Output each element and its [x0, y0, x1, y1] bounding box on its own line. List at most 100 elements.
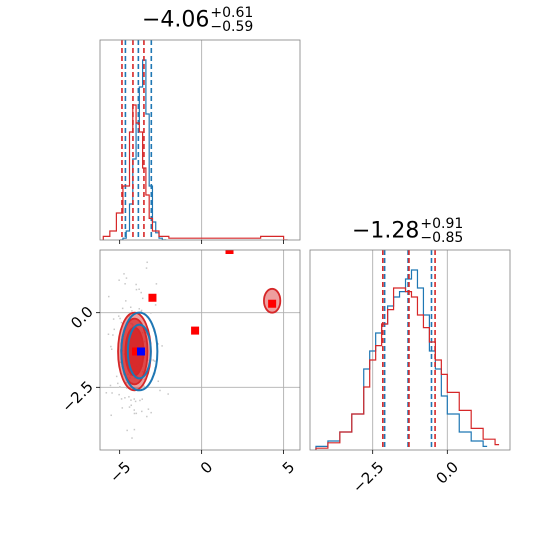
sample-point: [105, 392, 108, 394]
sample-point: [141, 410, 143, 413]
sample-point: [136, 388, 138, 390]
sample-point: [140, 309, 143, 312]
histogram-step: [119, 59, 167, 240]
title-upper-error: +0.61: [210, 5, 254, 21]
sample-point: [147, 408, 150, 410]
truth-marker: [132, 347, 141, 356]
sample-point: [107, 333, 110, 336]
sample-point: [118, 279, 120, 281]
marginal-histogram-param-2: [309, 249, 511, 451]
sample-point: [150, 411, 152, 414]
sample-point: [138, 308, 141, 310]
panel-title-param-1: −4.06 +0.61 −0.59: [142, 6, 253, 34]
sample-point: [118, 393, 120, 396]
sample-point: [134, 400, 137, 403]
sample-point: [117, 315, 120, 317]
sample-point: [133, 409, 136, 411]
plot-area: [102, 40, 288, 240]
truth-marker: [191, 326, 200, 335]
sample-point: [119, 361, 122, 363]
histogram-step: [102, 104, 288, 240]
sample-point: [124, 283, 126, 285]
sample-point: [109, 384, 112, 387]
sample-point: [133, 398, 136, 400]
sample-point: [146, 261, 148, 264]
sample-point: [143, 378, 146, 380]
sample-point: [154, 304, 157, 306]
sample-point: [135, 288, 138, 291]
x-tick-label: 0: [197, 458, 216, 477]
x-tick-label: 0.0: [432, 458, 462, 488]
sample-point: [112, 318, 115, 320]
marginal-histogram-param-1: [99, 39, 301, 241]
sample-point: [139, 399, 141, 402]
panel-background: [310, 250, 510, 450]
title-upper-error: +0.91: [420, 216, 464, 232]
truth-marker: [225, 250, 234, 254]
sample-point: [140, 388, 143, 390]
sample-point: [133, 428, 136, 431]
sample-point: [138, 288, 140, 291]
panel-frame: [309, 249, 511, 451]
sample-point: [157, 343, 159, 345]
panel-frame: [99, 249, 301, 451]
sample-point: [121, 307, 124, 310]
sample-point: [141, 297, 144, 300]
sample-point: [120, 398, 123, 400]
sample-point: [159, 389, 161, 392]
y-tick-label: 0.0: [67, 303, 97, 333]
sample-point: [152, 359, 155, 362]
sample-point: [153, 360, 156, 362]
sample-point: [110, 348, 113, 350]
sample-point: [135, 412, 138, 415]
title-lower-error: −0.59: [210, 19, 254, 35]
sample-point: [145, 332, 148, 334]
sample-point: [117, 382, 119, 385]
sample-point: [110, 414, 112, 417]
sample-point: [141, 398, 143, 400]
sample-point: [125, 387, 128, 389]
sample-point: [142, 384, 145, 387]
truth-marker: [268, 299, 277, 308]
sample-point: [125, 277, 128, 279]
contour-level: [126, 323, 152, 380]
sample-point: [112, 334, 114, 336]
sample-point: [128, 315, 131, 317]
plot-area: [100, 250, 300, 450]
truth-marker: [148, 293, 157, 302]
sample-point: [120, 321, 123, 324]
sample-point: [110, 345, 112, 348]
sample-point: [128, 396, 130, 398]
sample-point: [130, 404, 133, 407]
sample-point: [121, 407, 124, 409]
sample-point: [113, 328, 116, 331]
title-value: −4.06: [142, 7, 210, 33]
sample-point: [124, 397, 126, 399]
sample-point: [155, 283, 158, 285]
joint-contour-panel: [99, 249, 301, 451]
panel-frame: [99, 39, 301, 241]
sample-point: [131, 437, 133, 439]
sample-point: [125, 382, 128, 384]
sample-point: [119, 385, 121, 388]
sample-point: [143, 386, 145, 388]
sample-point: [128, 406, 131, 408]
x-tick-label: 5: [279, 458, 298, 477]
sample-point: [125, 300, 127, 302]
sample-point: [130, 399, 132, 401]
title-lower-error: −0.85: [420, 230, 464, 246]
sample-point: [123, 273, 125, 275]
truth-marker: [136, 347, 145, 356]
x-tick-label: −2.5: [349, 458, 387, 496]
panel-title-param-2: −1.28 +0.91 −0.85: [352, 217, 463, 245]
sample-point: [126, 429, 128, 432]
sample-point: [108, 295, 110, 298]
sample-point: [157, 380, 160, 383]
sample-point: [111, 392, 113, 394]
sample-point: [140, 291, 142, 294]
sample-point: [161, 345, 163, 347]
sample-point: [129, 306, 132, 309]
title-value: −1.28: [352, 218, 420, 244]
sample-point: [131, 310, 133, 312]
